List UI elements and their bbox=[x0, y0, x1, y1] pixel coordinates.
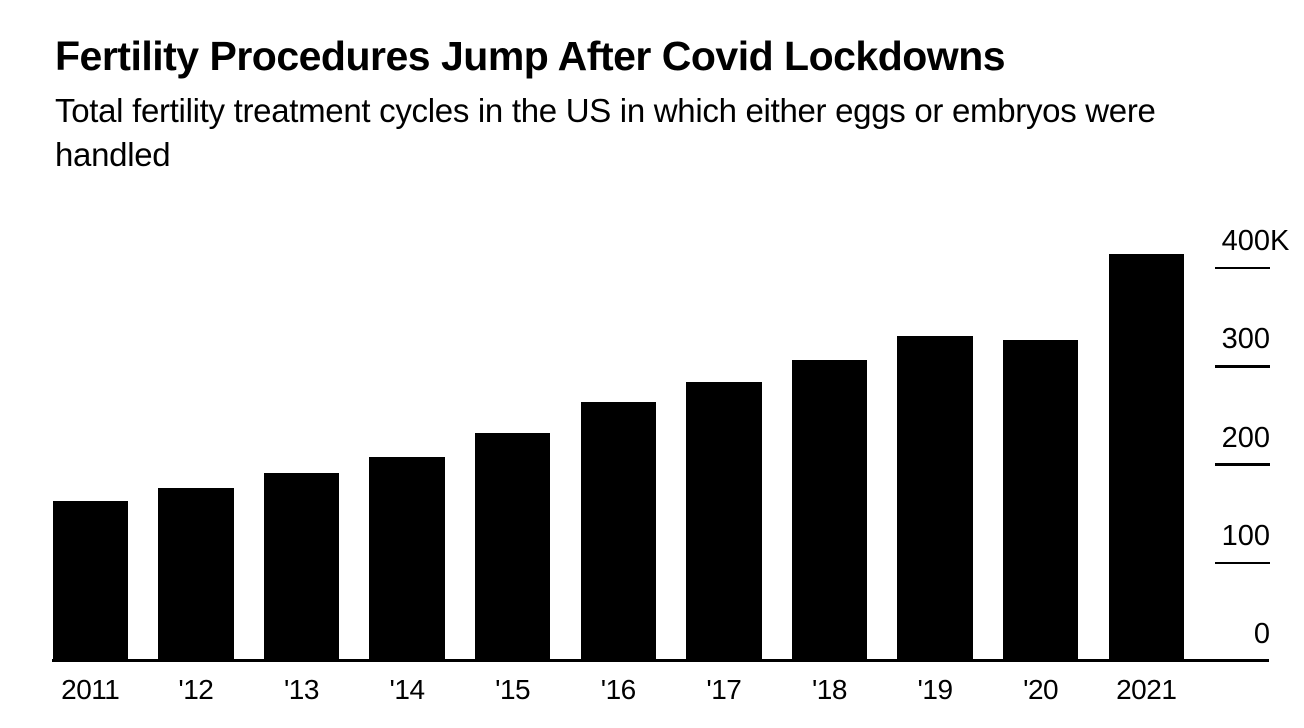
y-tick-label: 400 K bbox=[1221, 225, 1290, 257]
bar-2021 bbox=[1108, 254, 1184, 661]
y-tick-mark bbox=[1215, 463, 1270, 466]
x-tick-label: '16 bbox=[600, 674, 637, 705]
bar-16 bbox=[580, 401, 656, 661]
bar-17 bbox=[686, 381, 762, 661]
x-axis-line bbox=[52, 659, 1269, 662]
bar-20 bbox=[1002, 339, 1079, 661]
x-tick-label: '13 bbox=[283, 674, 320, 705]
x-tick-label: '14 bbox=[389, 674, 426, 705]
y-tick-number: 200 bbox=[1221, 421, 1270, 454]
x-tick-label: 2011 bbox=[61, 674, 120, 705]
y-tick-number: 100 bbox=[1221, 519, 1270, 552]
y-tick-number: 0 bbox=[1253, 618, 1270, 650]
y-tick-mark bbox=[1215, 365, 1270, 368]
x-tick-label: '12 bbox=[178, 674, 214, 705]
y-tick-mark bbox=[1215, 561, 1270, 564]
y-tick-mark bbox=[1215, 266, 1270, 270]
y-tick-number: 400 bbox=[1221, 225, 1270, 257]
x-tick-label: '18 bbox=[811, 674, 848, 705]
x-tick-label: '15 bbox=[495, 674, 531, 705]
x-tick-label: '17 bbox=[706, 674, 742, 705]
chart-title: Fertility Procedures Jump After Covid Lo… bbox=[55, 33, 1006, 79]
x-tick-label: 2021 bbox=[1116, 674, 1177, 705]
chart-subtitle-line-2: handled bbox=[55, 135, 171, 173]
bar-13 bbox=[263, 473, 340, 661]
y-tick-label: 300 bbox=[1222, 325, 1270, 354]
y-tick-label: 100 bbox=[1221, 519, 1270, 552]
bar-15 bbox=[474, 433, 551, 661]
y-tick-label: 200 bbox=[1221, 421, 1270, 454]
x-tick-label: '20 bbox=[1023, 674, 1059, 705]
y-tick-label: 0 bbox=[1254, 620, 1270, 649]
bar-14 bbox=[369, 456, 445, 661]
bar-2011 bbox=[52, 500, 128, 661]
y-tick-suffix: K bbox=[1270, 225, 1290, 257]
bar-12 bbox=[158, 488, 234, 661]
bar-19 bbox=[897, 335, 973, 661]
y-tick-number: 300 bbox=[1221, 323, 1270, 356]
chart-subtitle: Total fertility treatment cycles in the … bbox=[55, 89, 1156, 176]
x-tick-label: '19 bbox=[917, 674, 954, 705]
chart-subtitle-line-1: Total fertility treatment cycles in the … bbox=[55, 92, 1156, 129]
bar-18 bbox=[791, 360, 868, 661]
